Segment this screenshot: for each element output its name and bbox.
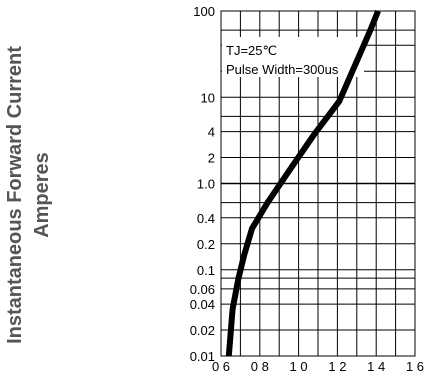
y-tick-label: 0.06 xyxy=(190,282,215,297)
y-axis-label-line-1: Instantaneous Forward Current xyxy=(4,46,26,344)
x-tick-labels: 0 6 0 8 1 0 1 2 1 4 1 6 xyxy=(212,359,424,374)
y-tick-label: 0.01 xyxy=(190,349,215,364)
y-tick-label: 10 xyxy=(201,90,215,105)
annotation-temperature: TJ=25℃ xyxy=(226,43,277,58)
y-tick-label: 0.4 xyxy=(197,211,215,226)
y-tick-label: 2 xyxy=(208,151,215,166)
x-tick-label: 1 0 xyxy=(290,359,308,374)
y-tick-label: 0.04 xyxy=(190,297,215,312)
x-tick-label: 1 4 xyxy=(367,359,385,374)
x-tick-label: 1 2 xyxy=(328,359,346,374)
y-tick-label: 0.02 xyxy=(190,323,215,338)
annotation-background xyxy=(222,37,364,77)
y-tick-labels: 100 10 4 2 1.0 0.4 0.2 0.1 0.060.04 0.02 0.01 xyxy=(190,4,215,364)
y-axis-label: Instantaneous Forward Current Amperes xyxy=(4,46,53,344)
annotation-box: TJ=25℃ Pulse Width=300us xyxy=(222,37,364,77)
annotation-pulse-width: Pulse Width=300us xyxy=(226,62,339,77)
y-tick-label: 0.2 xyxy=(197,237,215,252)
x-tick-label: 0 6 xyxy=(212,359,230,374)
y-axis-label-line-2: Amperes xyxy=(31,152,53,238)
y-tick-label: 0.1 xyxy=(197,263,215,278)
y-tick-label: 1.0 xyxy=(197,177,215,192)
y-tick-label: 4 xyxy=(208,125,215,140)
y-tick-label: 100 xyxy=(193,4,215,19)
series-line xyxy=(225,9,381,357)
plot-border xyxy=(220,10,416,357)
x-tick-label: 1 6 xyxy=(406,359,424,374)
x-tick-label: 0 8 xyxy=(251,359,269,374)
